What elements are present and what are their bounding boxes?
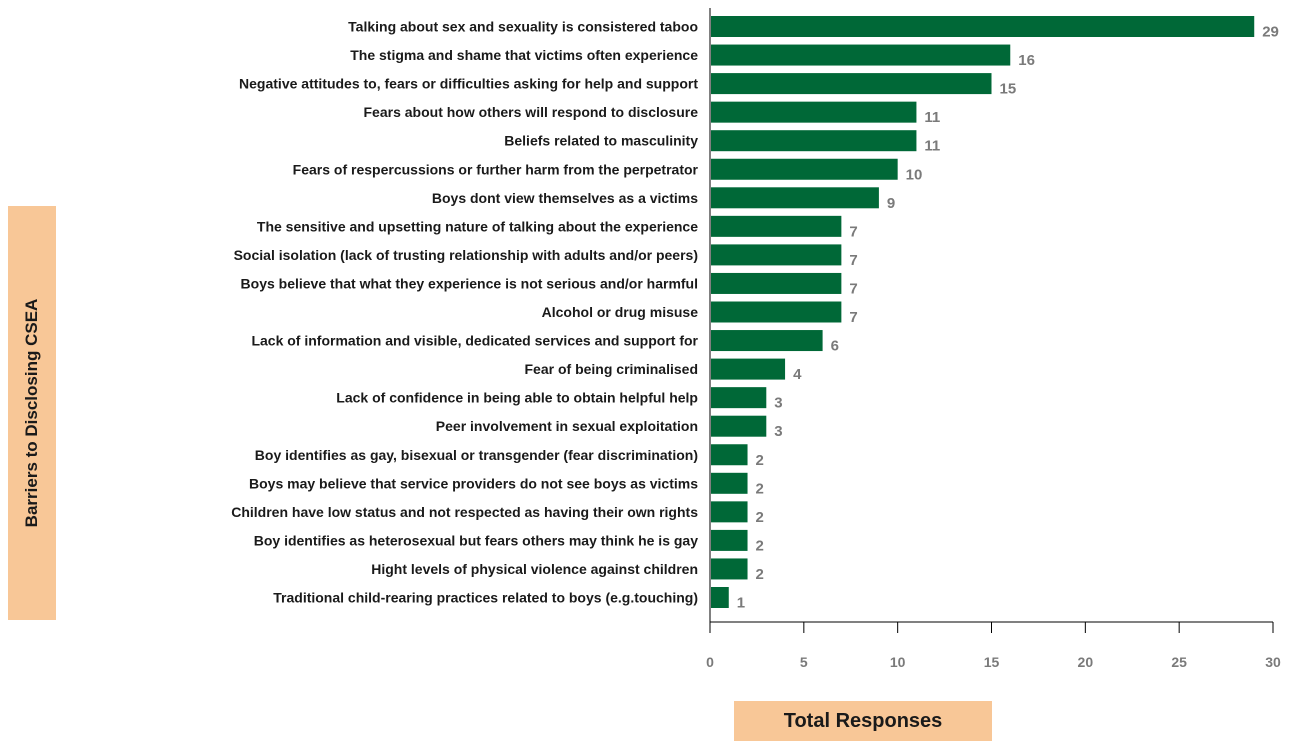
bar bbox=[711, 130, 917, 152]
category-label: Hight levels of physical violence agains… bbox=[371, 561, 698, 577]
bar bbox=[711, 501, 748, 523]
bar bbox=[711, 415, 767, 437]
data-label: 29 bbox=[1262, 24, 1279, 41]
bar bbox=[711, 101, 917, 123]
data-label: 2 bbox=[756, 509, 764, 526]
category-label: Social isolation (lack of trusting relat… bbox=[234, 247, 698, 263]
category-label: Talking about sex and sexuality is consi… bbox=[348, 19, 698, 35]
bar bbox=[711, 215, 842, 237]
category-label: Alcohol or drug misuse bbox=[542, 304, 699, 320]
category-label: Boys believe that what they experience i… bbox=[241, 275, 698, 291]
x-tick-label: 15 bbox=[984, 654, 1000, 670]
data-label: 11 bbox=[924, 138, 940, 155]
x-axis-label: Total Responses bbox=[734, 701, 992, 741]
x-tick-label: 20 bbox=[1078, 654, 1094, 670]
data-label: 7 bbox=[849, 309, 857, 326]
category-label: Lack of confidence in being able to obta… bbox=[336, 390, 698, 406]
category-label: Fear of being criminalised bbox=[525, 361, 699, 377]
data-label: 7 bbox=[849, 252, 857, 269]
bar bbox=[711, 158, 898, 180]
x-tick-label: 10 bbox=[890, 654, 906, 670]
category-label: The sensitive and upsetting nature of ta… bbox=[257, 218, 698, 234]
x-tick-label: 5 bbox=[800, 654, 808, 670]
y-axis-label: Barriers to Disclosing CSEA bbox=[22, 298, 41, 528]
bar bbox=[711, 187, 879, 209]
data-label: 9 bbox=[887, 195, 895, 212]
x-tick-label: 30 bbox=[1265, 654, 1281, 670]
bar bbox=[711, 301, 842, 323]
data-label: 3 bbox=[774, 395, 782, 412]
category-label: The stigma and shame that victims often … bbox=[350, 47, 698, 63]
bar bbox=[711, 444, 748, 466]
data-label: 15 bbox=[1000, 81, 1017, 98]
bar bbox=[711, 587, 729, 608]
category-label: Boys may believe that service providers … bbox=[249, 475, 698, 491]
y-axis-label-box bbox=[8, 206, 56, 620]
category-label: Lack of information and visible, dedicat… bbox=[251, 333, 698, 349]
category-label: Boy identifies as heterosexual but fears… bbox=[254, 532, 698, 548]
data-label: 2 bbox=[756, 452, 764, 469]
category-label: Boy identifies as gay, bisexual or trans… bbox=[255, 447, 698, 463]
data-label: 2 bbox=[756, 537, 764, 554]
bar bbox=[711, 44, 1011, 66]
category-label: Peer involvement in sexual exploitation bbox=[436, 418, 698, 434]
bar bbox=[711, 16, 1255, 37]
x-tick-label: 25 bbox=[1171, 654, 1187, 670]
bar bbox=[711, 529, 748, 551]
bar bbox=[711, 472, 748, 494]
data-label: 2 bbox=[756, 566, 764, 583]
category-label: Beliefs related to masculinity bbox=[504, 133, 698, 149]
x-tick-label: 0 bbox=[706, 654, 714, 670]
category-label: Children have low status and not respect… bbox=[231, 504, 698, 520]
category-label: Boys dont view themselves as a victims bbox=[432, 190, 698, 206]
bar bbox=[711, 244, 842, 266]
data-label: 11 bbox=[924, 109, 940, 126]
data-label: 7 bbox=[849, 280, 857, 297]
data-label: 6 bbox=[831, 338, 839, 355]
bar bbox=[711, 558, 748, 580]
data-label: 2 bbox=[756, 480, 764, 497]
bar bbox=[711, 272, 842, 294]
bar bbox=[711, 387, 767, 409]
category-label: Traditional child-rearing practices rela… bbox=[273, 590, 698, 606]
data-label: 4 bbox=[793, 366, 802, 383]
bar bbox=[711, 358, 786, 380]
data-label: 16 bbox=[1018, 52, 1035, 69]
bar bbox=[711, 330, 823, 352]
bar bbox=[711, 73, 992, 95]
category-label: Fears of respercussions or further harm … bbox=[293, 161, 699, 177]
data-label: 1 bbox=[737, 595, 745, 612]
data-label: 3 bbox=[774, 423, 782, 440]
category-label: Negative attitudes to, fears or difficul… bbox=[239, 76, 698, 92]
data-label: 7 bbox=[849, 223, 857, 240]
data-label: 10 bbox=[906, 166, 923, 183]
category-label: Fears about how others will respond to d… bbox=[364, 104, 699, 120]
